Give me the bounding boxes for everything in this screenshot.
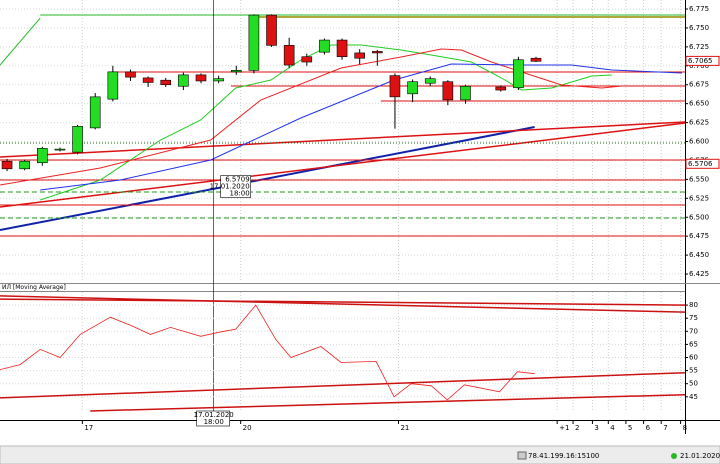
indicator-line — [0, 304, 535, 401]
candle-body — [301, 56, 313, 63]
candle-body — [195, 74, 207, 82]
trend-line — [0, 298, 686, 306]
candle-body — [54, 148, 66, 151]
y-tick-label: 75 — [689, 314, 698, 322]
trend-line — [0, 17, 41, 66]
candle-body — [354, 52, 365, 59]
indicator-title: ИЛ [Moving Average] — [2, 284, 66, 291]
candle-body — [442, 81, 454, 101]
y-tick-label: 6.675 — [689, 81, 709, 89]
y-tick-label: 50 — [689, 380, 698, 388]
crosshair-time: 18:00 — [230, 190, 250, 198]
panel: 45 50 55 60 65 70 75 80 — [0, 292, 698, 412]
x-tick-label: 17 — [84, 424, 93, 432]
y-tick-label: 6.600 — [689, 138, 709, 146]
y-tick-label: 6.425 — [689, 270, 709, 278]
status-bar — [0, 445, 720, 464]
candle-body — [460, 85, 471, 101]
status-dot — [671, 453, 677, 459]
moving-average — [0, 48, 622, 186]
y-tick-label: 6.625 — [689, 119, 709, 127]
candle-body — [213, 78, 224, 82]
moving-average — [40, 44, 612, 201]
candle-body — [160, 79, 172, 86]
trend-line — [0, 126, 535, 232]
candle-body — [142, 77, 154, 83]
y-tick-label: 6.725 — [689, 43, 709, 51]
candle-body — [37, 148, 48, 164]
candle-body — [1, 160, 13, 170]
y-tick-label: 65 — [689, 340, 698, 348]
crosshair-time-box — [196, 410, 230, 427]
y-tick-label: 6.750 — [689, 24, 709, 32]
y-tick-label: 6.775 — [689, 5, 709, 13]
y-tick-label: 6.475 — [689, 232, 709, 240]
y-tick-label: 45 — [689, 393, 698, 401]
y-tick-label: 60 — [689, 354, 698, 362]
candle-body — [530, 57, 542, 62]
candle-body — [319, 39, 330, 53]
panel: 6.4256.4506.4756.5006.5256.5506.5756.600… — [0, 0, 720, 282]
x-tick-label: 6 — [646, 424, 651, 432]
candle-body — [178, 74, 189, 87]
trend-line — [0, 121, 686, 158]
candle-body — [407, 81, 418, 95]
trend-line — [90, 393, 686, 412]
x-tick-label: 4 — [610, 424, 615, 432]
crosshair-box — [220, 175, 251, 198]
candle-body — [266, 14, 277, 46]
candle-body — [230, 70, 242, 73]
candle-body — [336, 39, 348, 58]
x-tick-label: 3 — [594, 424, 598, 432]
price-label: 6.5706 — [688, 160, 713, 168]
candle-body — [495, 86, 507, 91]
candle-body — [513, 59, 524, 89]
crosshair-axis-time: 18:00 — [204, 418, 224, 426]
candle-body — [248, 14, 260, 71]
y-tick-label: 6.450 — [689, 251, 709, 259]
y-tick-label: 6.550 — [689, 175, 709, 183]
x-tick-label: +1 — [559, 424, 569, 432]
y-tick-label: 6.650 — [689, 100, 709, 108]
y-tick-label: 70 — [689, 327, 698, 335]
candle-body — [125, 71, 136, 78]
x-tick-label: 7 — [663, 424, 667, 432]
status-date: 21.01.2020 — [680, 452, 720, 460]
candle-body — [72, 126, 83, 153]
candle-body — [389, 75, 401, 98]
crosshair-date: 17.01.2020 — [210, 183, 250, 191]
candle-body — [372, 51, 383, 54]
candle-body — [19, 160, 30, 170]
crosshair-axis-date: 17.01.2020 — [194, 411, 234, 419]
price-label: 6.7065 — [688, 57, 713, 65]
x-tick-label: 8 — [683, 424, 687, 432]
trend-line — [0, 371, 686, 399]
y-tick-label: 55 — [689, 367, 698, 375]
candle-body — [107, 71, 119, 100]
x-tick-label: 5 — [628, 424, 632, 432]
y-tick-label: 80 — [689, 301, 698, 309]
trend-line — [0, 122, 686, 208]
moving-average — [40, 63, 683, 191]
candle-body — [89, 96, 101, 129]
y-tick-label: 6.500 — [689, 213, 709, 221]
y-tick-label: 6.525 — [689, 194, 709, 202]
price-label-box — [685, 55, 720, 66]
x-tick-label: 2 — [575, 424, 579, 432]
candle-body — [424, 78, 436, 84]
x-tick-label: 21 — [400, 424, 409, 432]
crosshair-price: 6.5709 — [225, 176, 250, 184]
candle-body — [283, 45, 295, 66]
x-tick-label: 20 — [243, 424, 252, 432]
status-address: 78.41.199.16:15100 — [528, 452, 599, 460]
trend-line — [0, 295, 686, 313]
price-label-box — [685, 158, 720, 169]
connection-icon — [517, 451, 527, 460]
